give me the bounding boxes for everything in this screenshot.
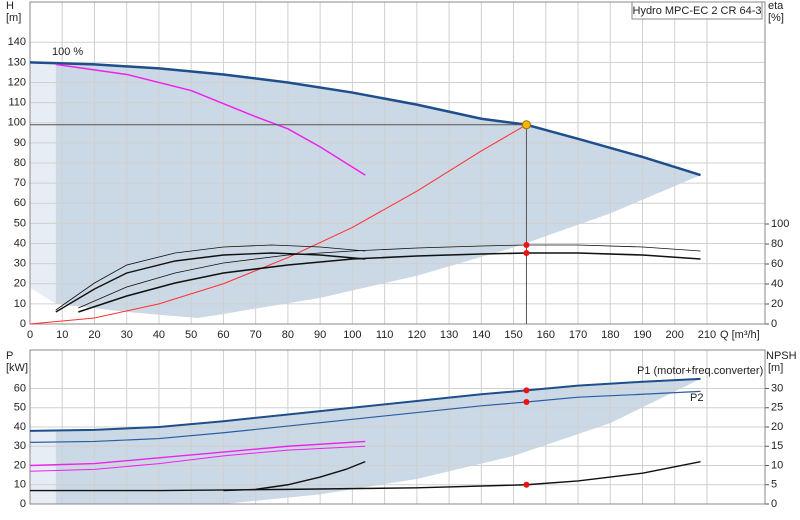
y2-tick-label: 20 (771, 298, 783, 310)
x-tick-label: 10 (56, 329, 68, 341)
plot-frame (29, 1, 766, 325)
curve (55, 63, 366, 176)
curve (55, 252, 366, 313)
curve (29, 377, 701, 432)
y2-tick-label: 20 (771, 421, 783, 433)
y2-tick-label: 25 (771, 402, 783, 414)
y-tick-label: 30 (14, 258, 26, 270)
x-tick-label: 90 (314, 329, 326, 341)
duty-point (523, 398, 530, 405)
x-tick-label: 180 (601, 329, 619, 341)
x-tick-label: 110 (376, 329, 394, 341)
curve (55, 244, 366, 311)
y-tick-label: 50 (14, 217, 26, 229)
y-tick-label: 110 (8, 97, 26, 109)
y2-tick-label: 0 (771, 318, 777, 330)
y2-tick-label: 40 (771, 278, 783, 290)
x-tick-label: 50 (185, 329, 197, 341)
axis-title: [m] (6, 12, 21, 24)
y-tick-label: 80 (14, 157, 26, 169)
axis-title: [m] (768, 362, 783, 374)
x-tick-label: 100 (343, 329, 361, 341)
duty-point (523, 242, 530, 248)
curve (78, 244, 701, 309)
y-tick-label: 90 (14, 137, 26, 149)
y-tick-label: 130 (8, 56, 26, 68)
y2-tick-label: 100 (771, 218, 789, 230)
y-tick-label: 60 (14, 197, 26, 209)
axis-title: [%] (768, 12, 784, 24)
duty-point (523, 481, 530, 488)
curve (30, 460, 701, 492)
curve (29, 445, 366, 472)
curve (223, 460, 366, 492)
x-tick-label: 0 (27, 329, 33, 341)
y2-tick-label: 10 (771, 459, 783, 471)
axis-title: eta (768, 0, 784, 12)
x-axis-title: Q [m³/h] (720, 329, 760, 341)
title-box (631, 1, 763, 20)
x-tick-label: 190 (633, 329, 651, 341)
operating-area (55, 378, 701, 504)
axis-title: [kW] (6, 362, 28, 374)
operating-area (30, 430, 56, 504)
curve-label: P1 (motor+freq.converter) (637, 365, 763, 377)
y-tick-label: 40 (14, 421, 26, 433)
x-tick-label: 20 (88, 329, 100, 341)
y-tick-label: 70 (14, 177, 26, 189)
curve (29, 440, 366, 467)
duty-point (521, 120, 531, 130)
y-tick-label: 60 (14, 382, 26, 394)
x-tick-label: 210 (698, 329, 716, 341)
x-tick-label: 150 (504, 329, 522, 341)
y-tick-label: 20 (14, 459, 26, 471)
curve (29, 124, 527, 325)
curve (29, 390, 701, 443)
y-tick-label: 30 (14, 440, 26, 452)
x-tick-label: 40 (153, 329, 165, 341)
curve (29, 61, 701, 177)
x-tick-label: 120 (408, 329, 426, 341)
y-tick-label: 40 (14, 237, 26, 249)
y-tick-label: 120 (8, 76, 26, 88)
axis-title: P (6, 350, 13, 362)
y2-tick-label: 60 (771, 258, 783, 270)
x-tick-label: 130 (440, 329, 458, 341)
axis-title: H (6, 0, 14, 12)
x-tick-label: 160 (537, 329, 555, 341)
plot-frame (29, 349, 766, 505)
y2-tick-label: 5 (771, 479, 777, 491)
x-tick-label: 80 (282, 329, 294, 341)
y-tick-label: 50 (14, 402, 26, 414)
x-tick-label: 70 (250, 329, 262, 341)
y2-tick-label: 0 (771, 498, 777, 510)
x-tick-label: 170 (569, 329, 587, 341)
y-tick-label: 0 (20, 498, 26, 510)
duty-point (523, 387, 530, 394)
curve (78, 252, 701, 313)
y-tick-label: 100 (8, 117, 26, 129)
operating-area (55, 64, 701, 318)
chart-title: Hydro MPC-EC 2 CR 64-3 (633, 5, 762, 17)
x-tick-label: 200 (666, 329, 684, 341)
x-tick-label: 30 (121, 329, 133, 341)
x-tick-label: 60 (217, 329, 229, 341)
y-tick-label: 10 (14, 298, 26, 310)
curve-label: P2 (690, 392, 703, 404)
y-tick-label: 20 (14, 278, 26, 290)
y2-tick-label: 15 (771, 440, 783, 452)
y2-tick-label: 30 (771, 382, 783, 394)
axis-title: NPSH (766, 350, 797, 362)
duty-point (523, 250, 530, 256)
y-tick-label: 10 (14, 479, 26, 491)
y2-tick-label: 80 (771, 238, 783, 250)
y-tick-label: 140 (8, 36, 26, 48)
curve-label: 100 % (52, 46, 83, 58)
y-tick-label: 0 (20, 318, 26, 330)
x-tick-label: 140 (472, 329, 490, 341)
